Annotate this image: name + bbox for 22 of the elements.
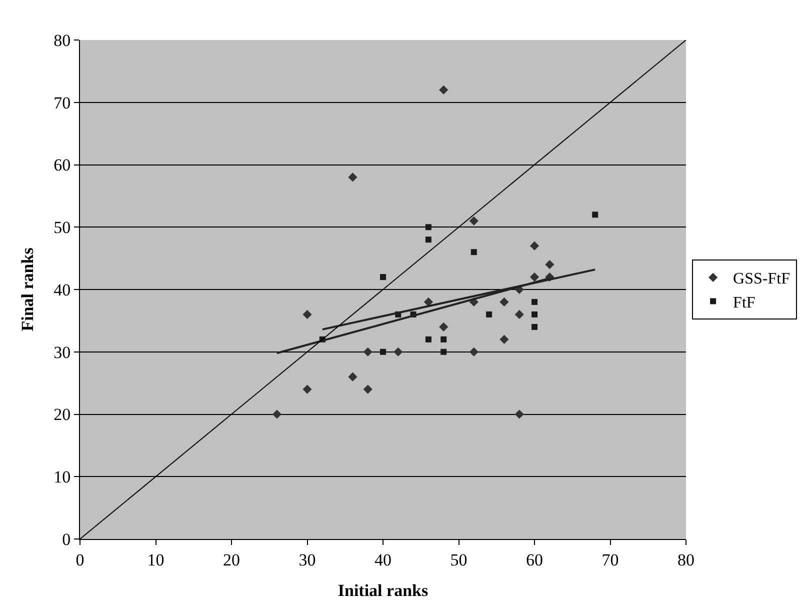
- y-tick-label: 20: [54, 405, 71, 424]
- x-tick-label: 0: [76, 550, 84, 570]
- x-tick-label: 40: [374, 550, 392, 570]
- y-tick-label: 70: [54, 93, 71, 112]
- y-tick-label: 60: [54, 156, 71, 175]
- y-tick-label: 30: [54, 342, 71, 362]
- x-axis-title: Initial ranks: [338, 580, 428, 600]
- legend-label: FtF: [733, 294, 756, 312]
- x-tick-label: 60: [526, 550, 543, 570]
- y-tick-label: 0: [62, 530, 71, 549]
- y-tick-label: 40: [54, 280, 71, 300]
- x-tick-label: 70: [602, 550, 619, 570]
- legend-label: GSS-FtF: [733, 270, 790, 288]
- x-tick-label: 50: [450, 550, 468, 570]
- x-tick-label: 80: [678, 550, 694, 570]
- x-tick-label: 20: [223, 550, 240, 570]
- x-tick-label: 10: [147, 550, 164, 570]
- y-axis-title: Final ranks: [18, 247, 38, 332]
- y-tick-label: 10: [54, 468, 71, 487]
- x-tick-label: 30: [298, 550, 316, 570]
- y-tick-label: 50: [54, 218, 71, 238]
- y-tick-label: 80: [54, 30, 71, 50]
